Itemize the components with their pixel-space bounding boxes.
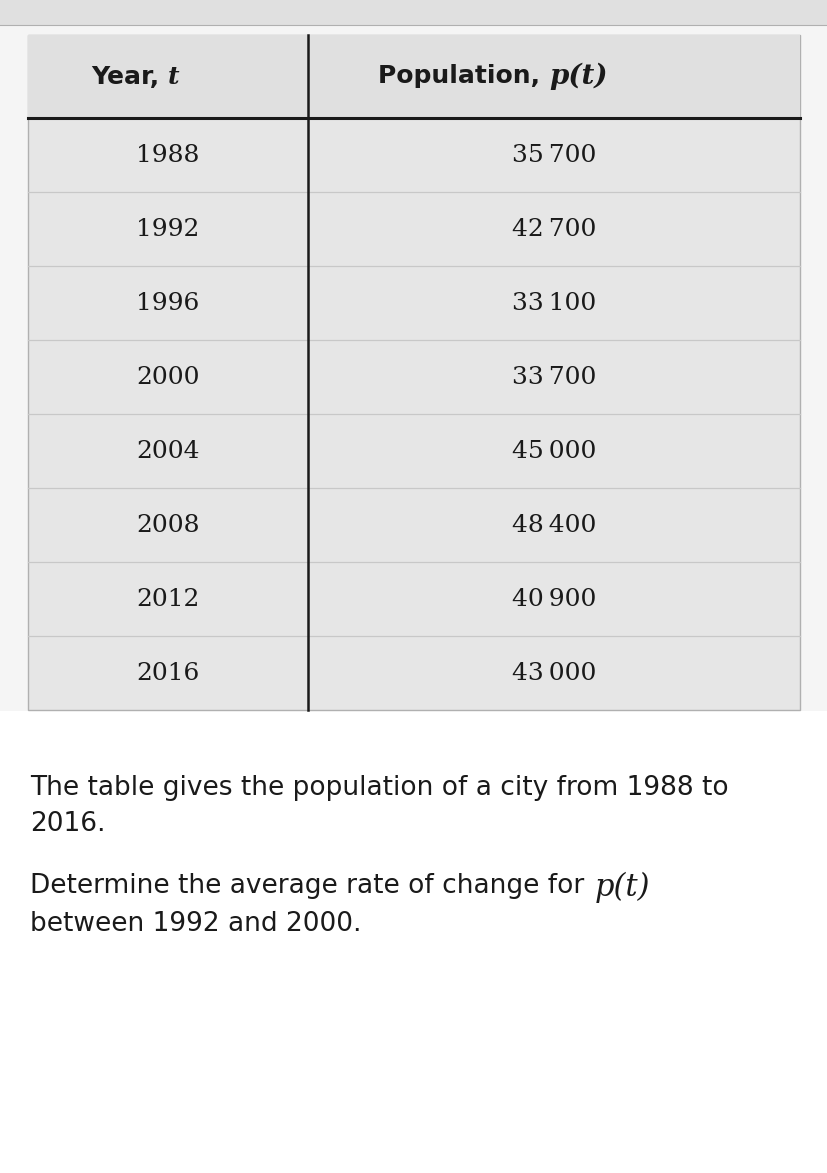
Text: 2016: 2016	[136, 662, 199, 685]
Bar	[28, 35, 800, 118]
Bar	[28, 35, 800, 710]
Text: 2016.: 2016.	[30, 811, 106, 838]
Text: Population,: Population,	[378, 65, 549, 88]
Text: 1996: 1996	[136, 292, 199, 314]
Text: 35 700: 35 700	[512, 143, 596, 167]
Text: Determine the average rate of change for: Determine the average rate of change for	[30, 873, 593, 899]
Text: t: t	[168, 65, 179, 88]
Text: 33 100: 33 100	[512, 292, 596, 314]
Text: p(t): p(t)	[595, 872, 650, 903]
Text: 2012: 2012	[136, 588, 199, 610]
Bar	[0, 711, 827, 1173]
Text: Year,: Year,	[91, 65, 168, 88]
Text: p(t): p(t)	[549, 63, 608, 90]
Text: 2004: 2004	[136, 440, 200, 462]
Text: 45 000: 45 000	[512, 440, 596, 462]
Text: 42 700: 42 700	[512, 217, 596, 240]
Text: 1988: 1988	[136, 143, 199, 167]
Text: 48 400: 48 400	[512, 514, 596, 536]
Text: 2008: 2008	[136, 514, 200, 536]
Text: 43 000: 43 000	[512, 662, 596, 685]
Text: 2000: 2000	[136, 366, 200, 388]
Text: between 1992 and 2000.: between 1992 and 2000.	[30, 911, 361, 937]
Bar	[0, 0, 827, 25]
Text: 40 900: 40 900	[512, 588, 596, 610]
Text: 1992: 1992	[136, 217, 199, 240]
Text: 33 700: 33 700	[512, 366, 596, 388]
Text: The table gives the population of a city from 1988 to: The table gives the population of a city…	[30, 775, 729, 801]
